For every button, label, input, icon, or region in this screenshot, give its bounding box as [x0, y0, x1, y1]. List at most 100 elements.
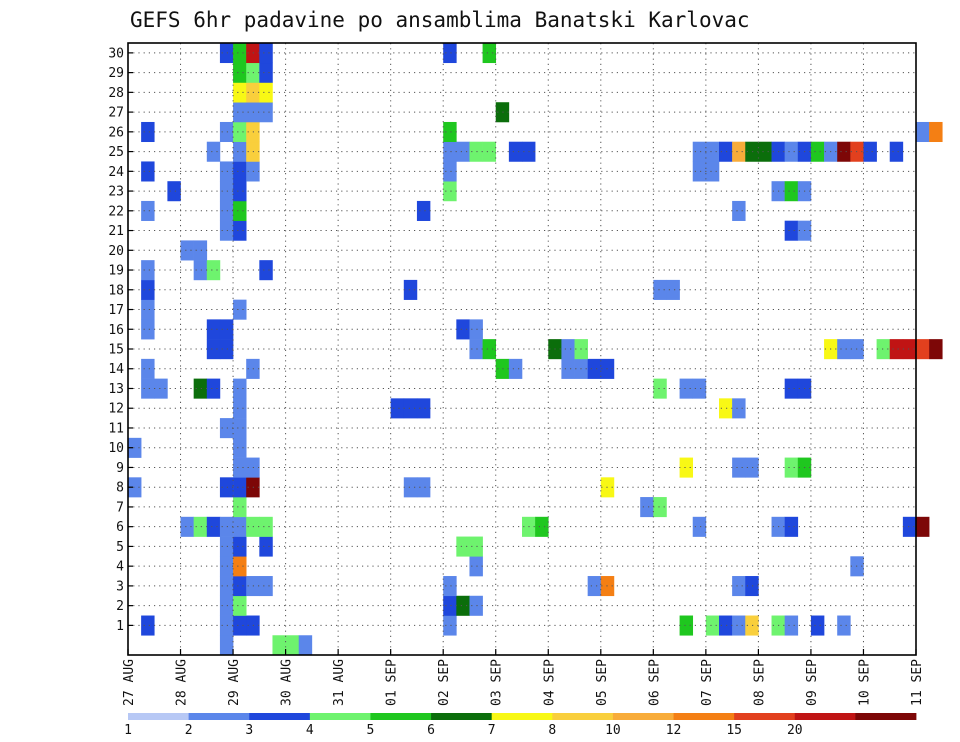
heatmap-cell	[482, 141, 497, 162]
heatmap-cell	[443, 615, 457, 636]
colorbar-label: 15	[726, 723, 742, 738]
y-tick-label: 24	[108, 165, 124, 180]
heatmap-cell	[233, 595, 247, 616]
heatmap-cell	[233, 418, 247, 439]
colorbar-swatch	[552, 713, 614, 720]
heatmap-cell	[233, 615, 247, 636]
x-tick-label: 03 SEP	[490, 659, 505, 706]
x-tick-label: 05 SEP	[595, 659, 610, 706]
x-tick-label: 10 SEP	[857, 659, 872, 706]
heatmap-cell	[745, 615, 759, 636]
y-tick-label: 16	[108, 323, 124, 338]
heatmap-cell	[469, 595, 483, 616]
heatmap-cell	[732, 200, 746, 221]
heatmap-cell	[141, 299, 155, 320]
heatmap-cell	[443, 576, 457, 597]
heatmap-cell	[469, 536, 483, 557]
heatmap-cell	[219, 200, 234, 221]
heatmap-cell	[443, 595, 457, 616]
heatmap-cell	[180, 240, 194, 261]
heatmap-cell	[259, 43, 273, 64]
heatmap-cell	[443, 43, 457, 64]
heatmap-cell	[141, 121, 155, 143]
heatmap-cell	[469, 319, 483, 340]
heatmap-cell	[679, 615, 694, 636]
heatmap-cell	[141, 200, 155, 221]
heatmap-cell	[206, 319, 221, 340]
y-tick-label: 30	[108, 46, 124, 61]
x-tick-label: 01 SEP	[385, 659, 400, 706]
heatmap-cell	[456, 141, 470, 162]
y-tick-label: 2	[116, 599, 124, 614]
heatmap-cell	[416, 398, 431, 419]
heatmap-cell	[259, 536, 273, 557]
heatmap-cells	[128, 43, 943, 656]
heatmap-cell	[154, 378, 168, 399]
heatmap-cell	[902, 516, 917, 537]
heatmap-cell	[233, 536, 247, 557]
heatmap-cell	[233, 497, 247, 518]
colorbar-label: 3	[245, 723, 253, 738]
colorbar-swatch	[612, 713, 674, 720]
y-tick-label: 22	[108, 204, 124, 219]
y-tick-label: 11	[108, 421, 124, 436]
y-tick-label: 13	[108, 382, 124, 397]
heatmap-cell	[233, 556, 247, 577]
heatmap-cell	[233, 62, 247, 83]
heatmap-cell	[692, 161, 707, 182]
heatmap-cell	[233, 102, 247, 123]
heatmap-cell	[219, 43, 234, 64]
heatmap-cell	[889, 141, 904, 162]
heatmap-cell	[206, 516, 221, 537]
heatmap-cell	[219, 418, 234, 439]
heatmap-cell	[141, 378, 155, 399]
heatmap-cell	[233, 437, 247, 458]
heatmap-cell	[403, 279, 418, 300]
heatmap-cell	[784, 220, 799, 241]
heatmap-cell	[758, 141, 772, 162]
heatmap-cell	[469, 141, 483, 162]
heatmap-cell	[141, 615, 155, 636]
colorbar-label: 5	[367, 723, 375, 738]
y-tick-label: 6	[116, 520, 124, 535]
heatmap-cell	[219, 477, 234, 498]
heatmap-cell	[141, 260, 155, 281]
heatmap-cell	[259, 102, 273, 123]
heatmap-cell	[259, 62, 273, 83]
heatmap-cell	[469, 556, 483, 577]
heatmap-cell	[902, 339, 917, 360]
colorbar-label: 6	[427, 723, 435, 738]
heatmap-cell	[535, 516, 549, 537]
heatmap-cell	[837, 141, 851, 162]
heatmap-cell	[561, 339, 575, 360]
heatmap-cell	[443, 181, 457, 202]
heatmap-cell	[837, 615, 851, 636]
heatmap-cell	[719, 141, 733, 162]
heatmap-cell	[193, 378, 208, 399]
y-tick-label: 7	[116, 500, 124, 515]
heatmap-cell	[141, 161, 155, 182]
y-tick-label: 1	[116, 619, 124, 634]
heatmap-cell	[193, 516, 208, 537]
heatmap-cell	[128, 437, 142, 458]
heatmap-cell	[416, 200, 431, 221]
heatmap-cell	[745, 457, 759, 478]
y-axis: 1234567891011121314151617181920212223242…	[108, 46, 133, 634]
colorbar-swatch	[794, 713, 856, 720]
heatmap-cell	[745, 141, 759, 162]
heatmap-cell	[837, 339, 851, 360]
heatmap-cell	[469, 339, 483, 360]
y-tick-label: 15	[108, 343, 124, 358]
heatmap-cell	[810, 615, 825, 636]
heatmap-cell	[206, 378, 221, 399]
colorbar-label: 10	[605, 723, 621, 738]
colorbar-swatch	[491, 713, 553, 720]
x-axis: 27 AUG 28 AUG 29 AUG 30 AUG 31 AUG 01 SEP 02 S…	[122, 649, 925, 706]
heatmap-cell	[916, 121, 930, 143]
heatmap-cell	[653, 497, 667, 518]
heatmap-cell	[482, 339, 497, 360]
y-tick-label: 26	[108, 125, 124, 140]
y-tick-label: 17	[108, 303, 124, 318]
heatmap-cell	[508, 141, 523, 162]
